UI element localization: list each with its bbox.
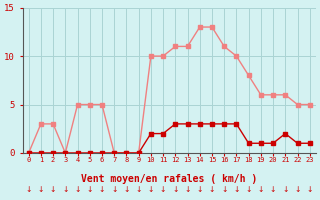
Text: ↓: ↓ <box>74 185 81 194</box>
X-axis label: Vent moyen/en rafales ( km/h ): Vent moyen/en rafales ( km/h ) <box>81 174 257 184</box>
Text: ↓: ↓ <box>111 185 117 194</box>
Text: ↓: ↓ <box>99 185 105 194</box>
Text: ↓: ↓ <box>135 185 142 194</box>
Text: ↓: ↓ <box>294 185 301 194</box>
Text: ↓: ↓ <box>26 185 32 194</box>
Text: ↓: ↓ <box>123 185 130 194</box>
Text: ↓: ↓ <box>307 185 313 194</box>
Text: ↓: ↓ <box>196 185 203 194</box>
Text: ↓: ↓ <box>221 185 228 194</box>
Text: ↓: ↓ <box>172 185 179 194</box>
Text: ↓: ↓ <box>282 185 288 194</box>
Text: ↓: ↓ <box>184 185 191 194</box>
Text: ↓: ↓ <box>38 185 44 194</box>
Text: ↓: ↓ <box>148 185 154 194</box>
Text: ↓: ↓ <box>233 185 240 194</box>
Text: ↓: ↓ <box>270 185 276 194</box>
Text: ↓: ↓ <box>50 185 56 194</box>
Text: ↓: ↓ <box>160 185 166 194</box>
Text: ↓: ↓ <box>209 185 215 194</box>
Text: ↓: ↓ <box>87 185 93 194</box>
Text: ↓: ↓ <box>62 185 68 194</box>
Text: ↓: ↓ <box>245 185 252 194</box>
Text: ↓: ↓ <box>258 185 264 194</box>
